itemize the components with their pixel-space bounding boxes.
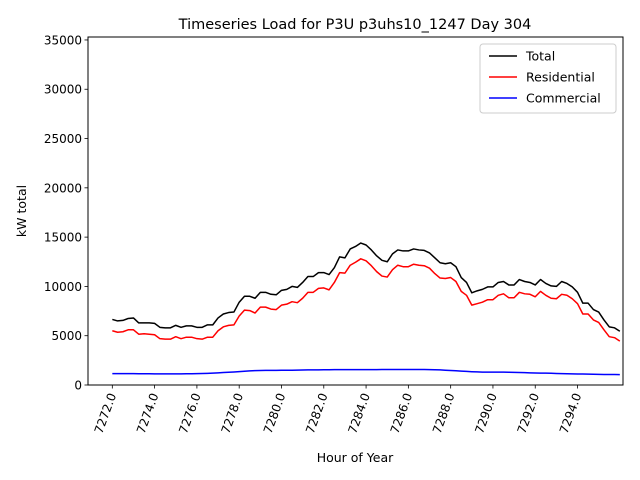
legend-label-total: Total bbox=[525, 49, 555, 64]
plot-series bbox=[112, 242, 621, 376]
plot-frame bbox=[87, 36, 624, 386]
y-axis-label: kW total bbox=[14, 185, 29, 237]
legend-box bbox=[479, 43, 617, 114]
legend-label-commercial: Commercial bbox=[526, 91, 601, 106]
legend-label-residential: Residential bbox=[526, 70, 595, 85]
series-line-residential bbox=[112, 258, 621, 342]
y-tick-label: 30000 bbox=[44, 83, 82, 97]
y-tick-label: 10000 bbox=[44, 280, 82, 294]
y-tick-label: 15000 bbox=[44, 231, 82, 245]
chart-title: Timeseries Load for P3U p3uhs10_1247 Day… bbox=[178, 17, 532, 33]
y-tick-label: 20000 bbox=[44, 181, 82, 195]
y-tick-label: 5000 bbox=[51, 329, 82, 343]
series-line-total bbox=[112, 242, 621, 332]
x-axis-label: Hour of Year bbox=[317, 450, 394, 465]
y-tick-label: 25000 bbox=[44, 132, 82, 146]
y-tick-label: 35000 bbox=[44, 33, 82, 47]
y-tick-label: 0 bbox=[74, 379, 82, 393]
legend: Total Residential Commercial bbox=[479, 43, 617, 114]
series-line-commercial bbox=[112, 368, 620, 376]
y-axis-ticks: 0 5000 10000 15000 20000 25000 30000 35000 bbox=[44, 33, 88, 393]
